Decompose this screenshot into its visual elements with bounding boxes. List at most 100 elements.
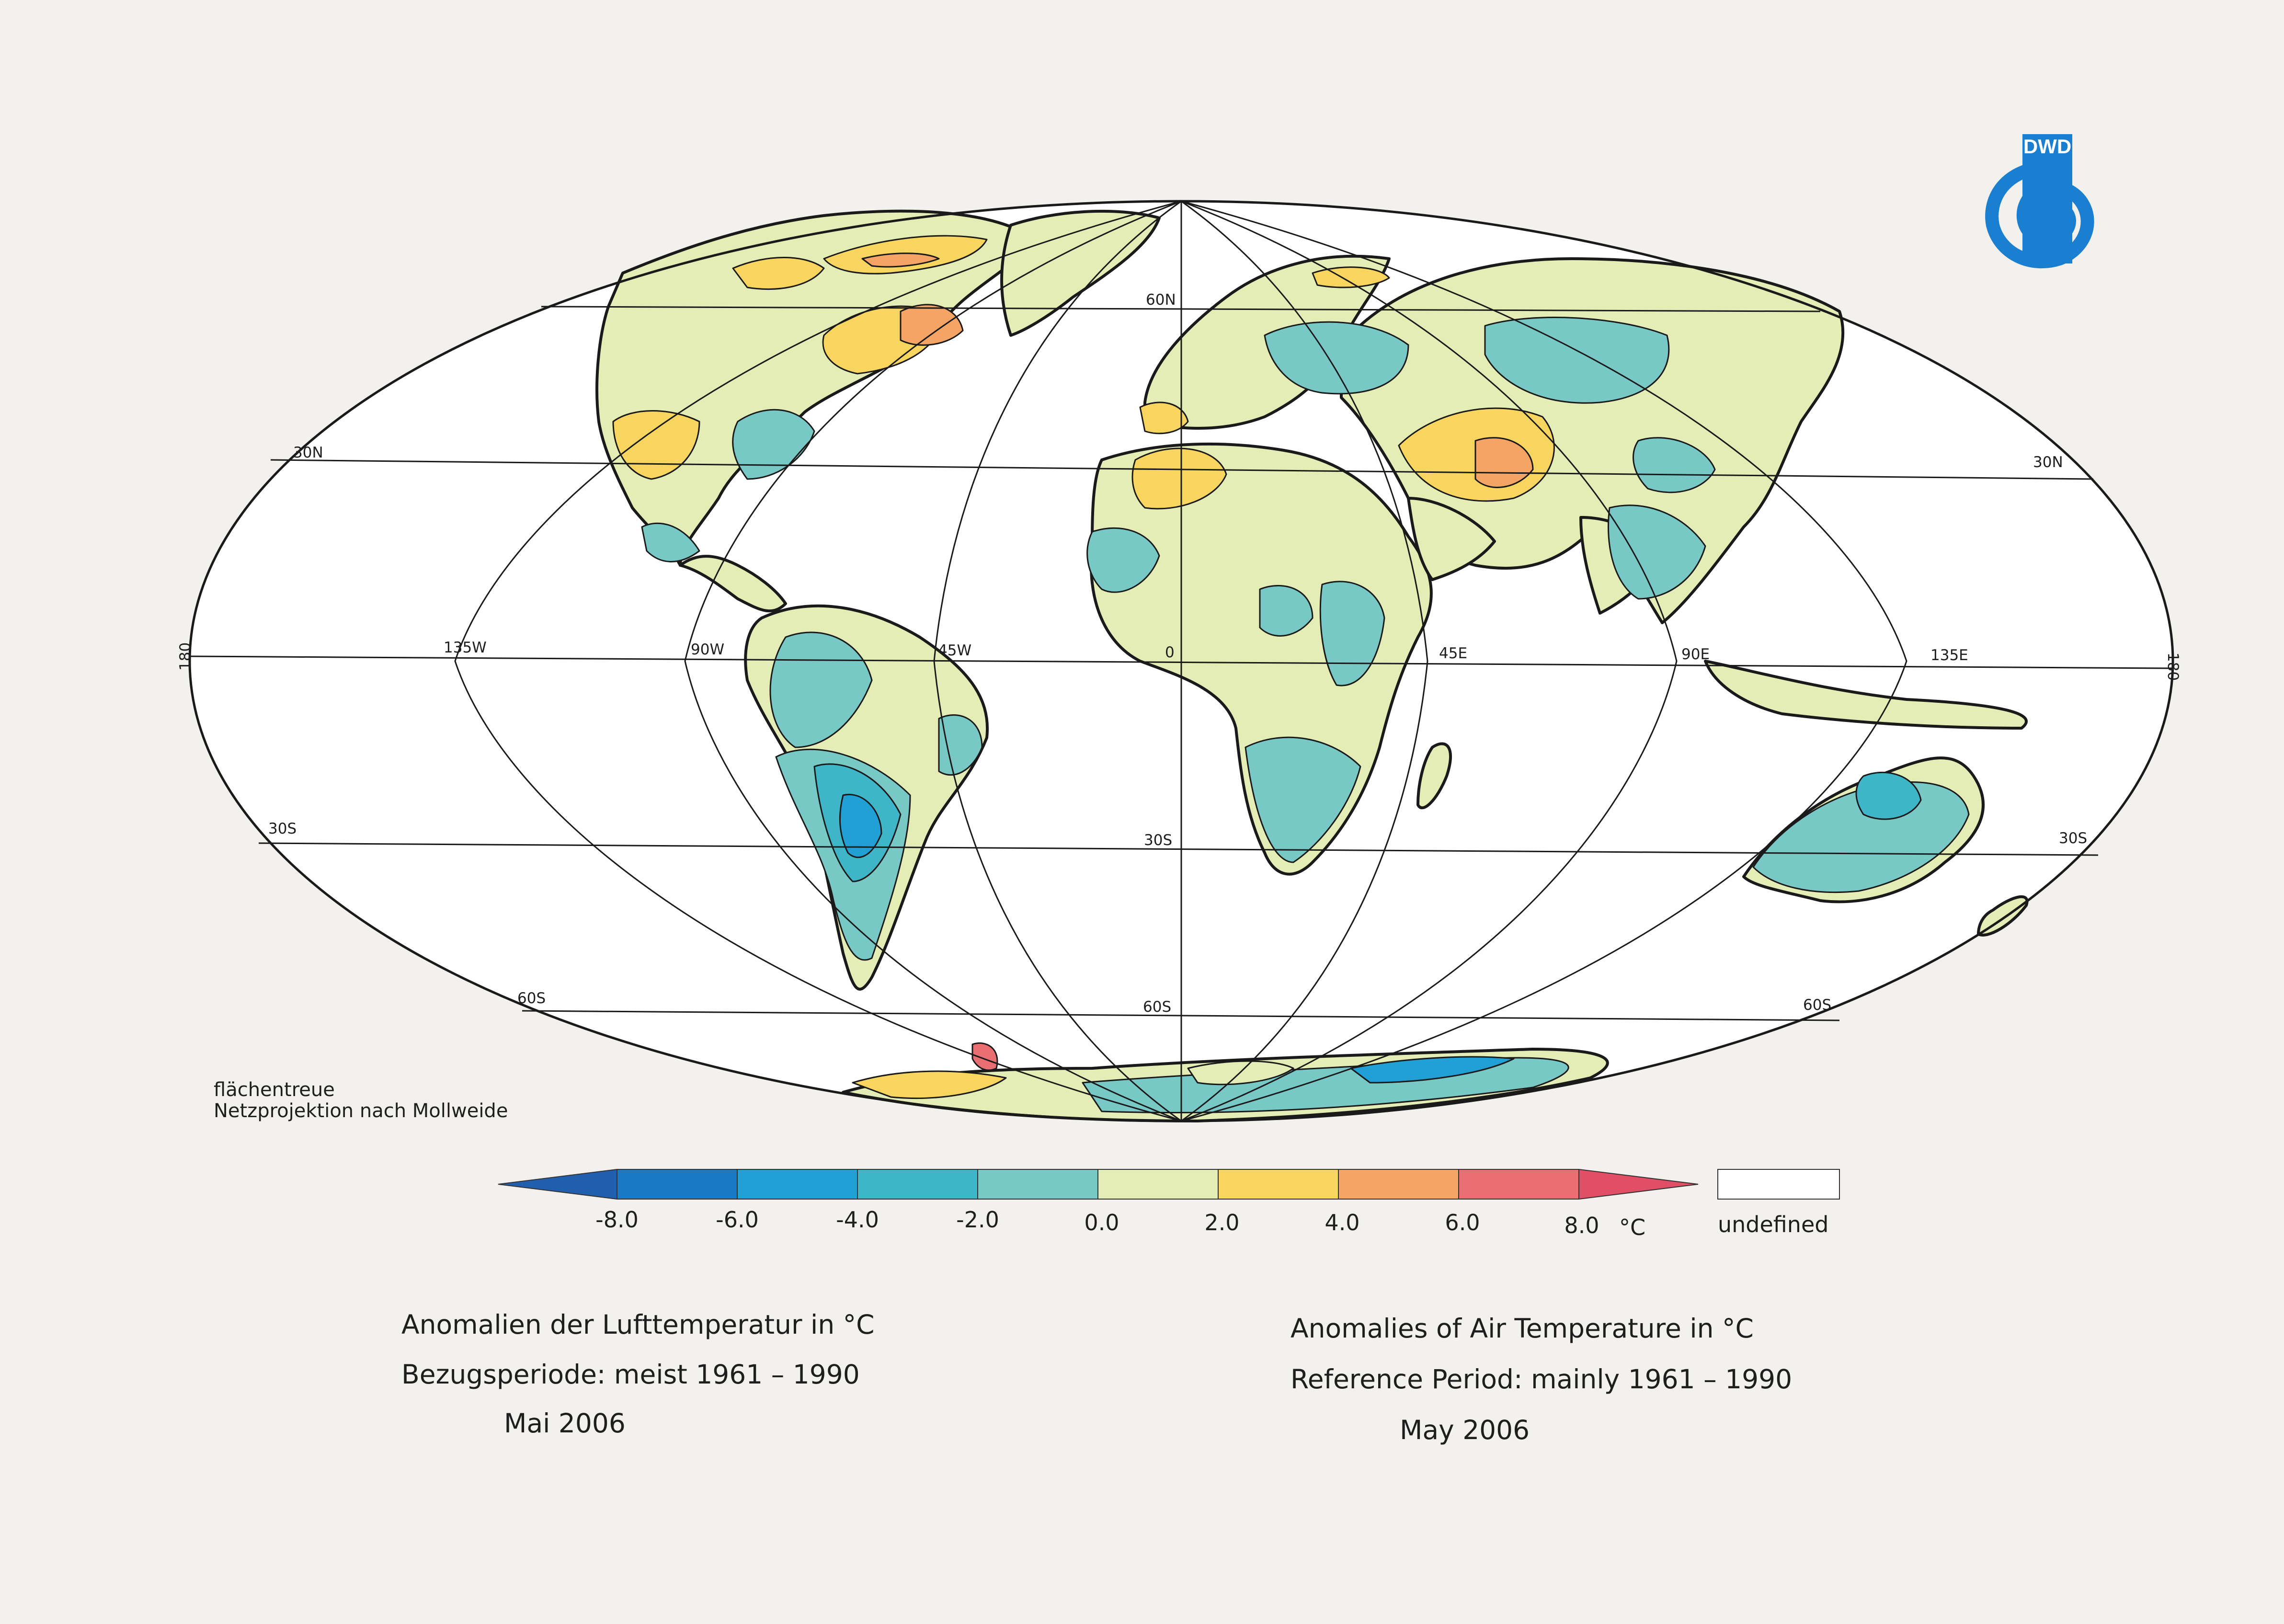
warm-region-western-us bbox=[612, 410, 700, 480]
island-madagascar bbox=[1416, 742, 1452, 810]
legend-bin-m2-0 bbox=[977, 1169, 1098, 1200]
caption-en-title: Anomalies of Air Temperature in °C bbox=[1290, 1313, 1754, 1344]
label-lon-135e: 135E bbox=[1930, 647, 1968, 664]
cool-region-australia bbox=[1752, 781, 1970, 893]
label-lon-90e: 90E bbox=[1681, 646, 1710, 663]
caption-english: Anomalies of Air Temperature in °C Refer… bbox=[1290, 1313, 1792, 1445]
color-legend bbox=[498, 1168, 1840, 1200]
legend-bin-m8-m6 bbox=[617, 1169, 738, 1200]
continent-north-america bbox=[595, 209, 1036, 567]
legend-tick-m2: -2.0 bbox=[956, 1207, 999, 1233]
anomaly-regions bbox=[612, 235, 1970, 1114]
legend-tick-m4: -4.0 bbox=[836, 1207, 879, 1233]
caption-de-date: Mai 2006 bbox=[504, 1408, 626, 1439]
cool-region-south-asia bbox=[1608, 504, 1706, 600]
label-lon-45w: 45W bbox=[938, 642, 971, 659]
cool-region-siberia bbox=[1484, 317, 1670, 404]
label-lon-135w: 135W bbox=[444, 639, 487, 656]
legend-bin-m4-m2 bbox=[857, 1169, 978, 1200]
caption-en-date: May 2006 bbox=[1400, 1415, 1530, 1445]
legend-undefined-label: undefined bbox=[1718, 1212, 1828, 1237]
meridian-90e bbox=[1181, 200, 1678, 1122]
map-outline bbox=[188, 200, 2174, 1122]
label-lat-60s-left: 60S bbox=[517, 990, 546, 1007]
cool-region-east-africa bbox=[1319, 581, 1385, 686]
meridian-135w bbox=[454, 200, 1182, 1122]
continent-indonesia bbox=[1704, 660, 2028, 730]
legend-bin-0-2 bbox=[1097, 1169, 1219, 1200]
projection-note-line2: Netzprojektion nach Mollweide bbox=[214, 1100, 508, 1122]
parallel-30s bbox=[258, 842, 2099, 856]
legend-tick-m8: -8.0 bbox=[595, 1207, 639, 1233]
legend-tick-2: 2.0 bbox=[1204, 1210, 1239, 1235]
legend-arrow-low bbox=[498, 1168, 617, 1200]
legend-tick-8: 8.0 bbox=[1564, 1212, 1599, 1238]
legend-tick-m6: -6.0 bbox=[716, 1207, 759, 1233]
label-lat-60s-center: 60S bbox=[1143, 998, 1171, 1016]
continent-arabia bbox=[1407, 497, 1496, 581]
meridian-90w bbox=[684, 200, 1182, 1122]
continent-central-america bbox=[679, 555, 787, 613]
cool-region-west-africa bbox=[1086, 527, 1160, 593]
label-lon-0: 0 bbox=[1165, 644, 1175, 661]
cool-region-eastern-us bbox=[732, 409, 815, 480]
cool-region-southern-africa bbox=[1245, 736, 1361, 863]
legend-bin-2-4 bbox=[1218, 1169, 1339, 1200]
cool-region-eastern-europe bbox=[1264, 321, 1409, 395]
cool-region-australia-core bbox=[1855, 771, 1922, 820]
legend-bin-4-6 bbox=[1338, 1169, 1459, 1200]
warm-region-alaska bbox=[732, 257, 825, 290]
cool-region-patagonia-core bbox=[839, 794, 882, 858]
parallel-equator bbox=[190, 655, 2173, 669]
label-lat-30n-right: 30N bbox=[2033, 454, 2063, 471]
cool-region-east-antarctica-core bbox=[1350, 1056, 1515, 1084]
label-lat-60s-right: 60S bbox=[1803, 996, 1831, 1014]
legend-bin-6-8 bbox=[1458, 1169, 1579, 1200]
warm-region-antarctic-peninsula bbox=[852, 1070, 1007, 1099]
caption-german: Anomalien der Lufttemperatur in °C Bezug… bbox=[401, 1309, 875, 1439]
cool-region-south-america-north bbox=[769, 631, 873, 748]
parallel-30n bbox=[270, 459, 2094, 480]
graticule-labels: 60N 30N 30N 30S 30S 30S 60S 60S 60S 180 … bbox=[177, 291, 2181, 1016]
world-map: 60N 30N 30N 30S 30S 30S 60S 60S 60S 180 … bbox=[177, 200, 2181, 1122]
cool-region-east-asia bbox=[1633, 437, 1716, 493]
legend-tick-0: 0.0 bbox=[1084, 1210, 1119, 1235]
graticule-meridians bbox=[454, 200, 1907, 1122]
legend-arrow-high bbox=[1578, 1168, 1699, 1200]
dwd-logo: DWD bbox=[1985, 134, 2094, 269]
caption-de-reference: Bezugsperiode: meist 1961 – 1990 bbox=[401, 1359, 860, 1390]
label-lat-30s-right: 30S bbox=[2059, 830, 2087, 847]
parallel-60n bbox=[541, 306, 1821, 312]
label-lat-30s-left: 30S bbox=[268, 820, 297, 837]
legend-undefined-swatch bbox=[1717, 1169, 1840, 1200]
legend-bin-m6-m4 bbox=[737, 1169, 858, 1200]
parallel-60s bbox=[522, 1010, 1840, 1021]
legend-tick-4: 4.0 bbox=[1325, 1210, 1359, 1235]
label-lon-180-right: 180 bbox=[2164, 652, 2181, 681]
label-lon-90w: 90W bbox=[691, 641, 724, 658]
warm-region-antarctic-peninsula-core bbox=[971, 1042, 998, 1071]
projection-note-line1: flächentreue bbox=[214, 1079, 335, 1101]
legend-unit: °C bbox=[1619, 1214, 1645, 1240]
label-lat-30n-left: 30N bbox=[293, 444, 323, 461]
warm-region-arctic-canada-core bbox=[861, 252, 940, 268]
cool-region-mexico bbox=[641, 522, 700, 562]
meridian-135e bbox=[1181, 200, 1907, 1122]
caption-en-reference: Reference Period: mainly 1961 – 1990 bbox=[1290, 1364, 1792, 1395]
label-lat-60n: 60N bbox=[1146, 291, 1176, 309]
warm-region-iberia bbox=[1139, 401, 1189, 435]
cool-region-central-africa bbox=[1259, 585, 1313, 637]
meridian-45e bbox=[1181, 200, 1428, 1122]
dwd-logo-text: DWD bbox=[2023, 135, 2071, 158]
warm-region-central-asia-core bbox=[1474, 437, 1534, 488]
label-lat-30s-center: 30S bbox=[1144, 832, 1172, 849]
caption-de-title: Anomalien der Lufttemperatur in °C bbox=[401, 1309, 875, 1340]
legend-labels: -8.0 -6.0 -4.0 -2.0 0.0 2.0 4.0 6.0 8.0 … bbox=[595, 1207, 1828, 1240]
graticule-parallels bbox=[190, 306, 2173, 1021]
dwd-swirl-icon bbox=[1985, 161, 2094, 269]
warm-region-sahara bbox=[1131, 447, 1227, 510]
legend-tick-6: 6.0 bbox=[1445, 1210, 1480, 1235]
label-lon-180-left: 180 bbox=[177, 642, 194, 671]
